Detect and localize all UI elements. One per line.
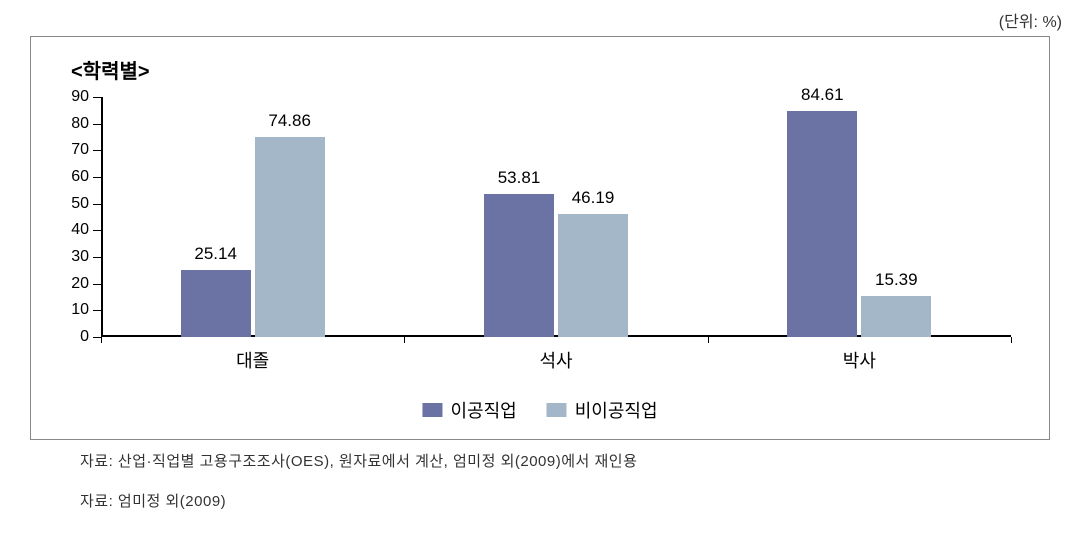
category-label: 석사: [539, 337, 572, 373]
legend-label: 이공직업: [450, 397, 516, 423]
y-tick-label: 40: [71, 221, 101, 239]
bar: 84.61: [787, 111, 857, 337]
bar: 15.39: [861, 296, 931, 337]
bar-group: 25.1474.86: [181, 97, 325, 337]
bar: 25.14: [181, 270, 251, 337]
category-label: 대졸: [236, 337, 269, 373]
bar-value-label: 74.86: [268, 111, 311, 137]
bar: 46.19: [558, 214, 628, 337]
bar-group: 53.8146.19: [484, 97, 628, 337]
legend-swatch: [422, 403, 442, 417]
y-tick-label: 30: [71, 248, 101, 266]
bar-group: 84.6115.39: [787, 97, 931, 337]
unit-label: (단위: %): [999, 8, 1062, 32]
x-tick: [1011, 337, 1012, 343]
bar-value-label: 84.61: [801, 85, 844, 111]
y-axis: [101, 97, 103, 337]
y-tick-label: 20: [71, 275, 101, 293]
bar-value-label: 15.39: [875, 270, 918, 296]
y-tick-label: 0: [80, 328, 101, 346]
y-tick-label: 10: [71, 301, 101, 319]
bar-value-label: 53.81: [498, 168, 541, 194]
x-tick: [404, 337, 405, 343]
x-tick: [101, 337, 102, 343]
footnote-1: 자료: 산업·직업별 고용구조조사(OES), 원자료에서 계산, 엄미정 외(…: [80, 450, 637, 471]
bar-value-label: 25.14: [194, 244, 237, 270]
legend: 이공직업 비이공직업: [422, 397, 657, 423]
chart-frame: <학력별> 010203040506070809025.1474.86대졸53.…: [30, 36, 1050, 440]
bar-value-label: 46.19: [572, 188, 615, 214]
legend-item: 비이공직업: [547, 397, 658, 423]
legend-item: 이공직업: [422, 397, 516, 423]
bar: 74.86: [255, 137, 325, 337]
category-label: 박사: [843, 337, 876, 373]
chart-title: <학력별>: [71, 55, 150, 84]
y-tick-label: 90: [71, 88, 101, 106]
x-tick: [708, 337, 709, 343]
y-tick-label: 60: [71, 168, 101, 186]
legend-swatch: [547, 403, 567, 417]
footnote-2: 자료: 엄미정 외(2009): [80, 490, 226, 511]
y-tick-label: 70: [71, 141, 101, 159]
y-tick-label: 80: [71, 115, 101, 133]
legend-label: 비이공직업: [575, 397, 658, 423]
y-tick-label: 50: [71, 195, 101, 213]
plot-area: 010203040506070809025.1474.86대졸53.8146.1…: [101, 97, 1011, 337]
bar: 53.81: [484, 194, 554, 337]
